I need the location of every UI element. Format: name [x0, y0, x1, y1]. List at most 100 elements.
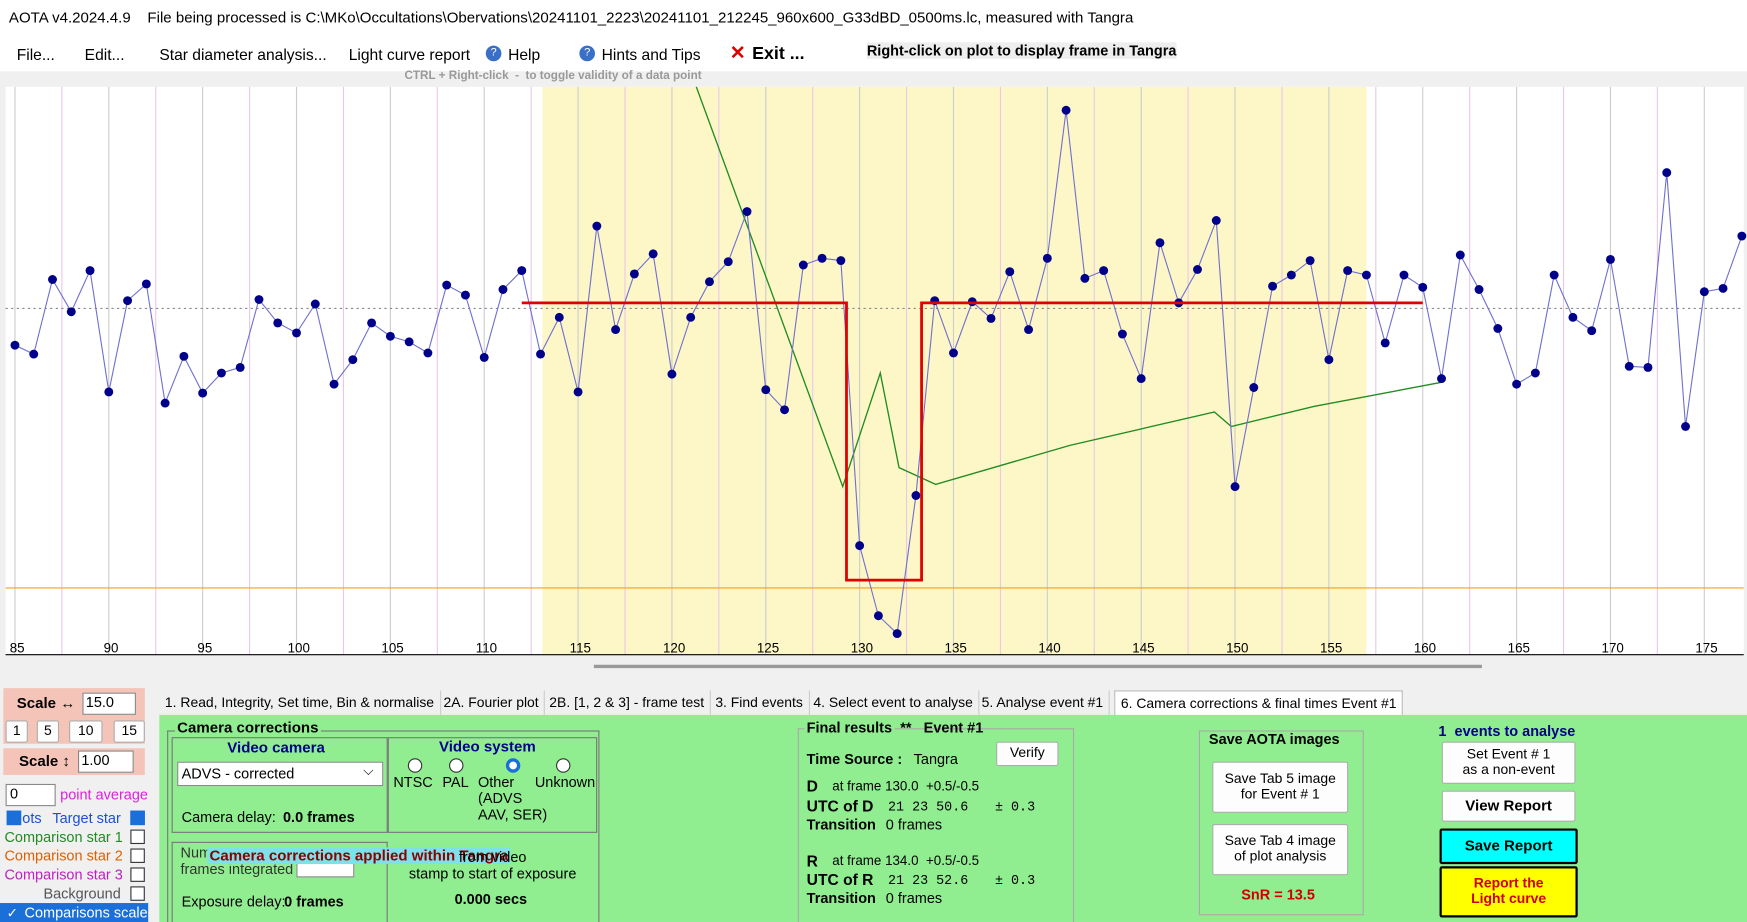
checkbox[interactable]: [130, 829, 145, 845]
x-tick-label: 170: [1602, 641, 1624, 656]
checkbox[interactable]: [130, 810, 145, 826]
data-point: [1662, 168, 1672, 178]
dropdown[interactable]: ADVS - corrected: [177, 761, 384, 787]
spin-input[interactable]: 1.00: [77, 750, 134, 773]
data-point: [986, 314, 996, 323]
label: Comparison star 2: [4, 847, 123, 865]
data-point: [273, 318, 283, 328]
scrollbar[interactable]: [593, 664, 1482, 669]
radio[interactable]: [449, 758, 464, 773]
checkbox[interactable]: [130, 886, 145, 901]
x-tick-label: 125: [757, 641, 779, 656]
x-tick-label: 155: [1320, 641, 1342, 656]
radio[interactable]: [555, 758, 571, 773]
label: Transition: [806, 889, 876, 907]
x-tick-label: 140: [1038, 641, 1060, 656]
radio[interactable]: [407, 758, 423, 773]
value: 0 frames: [885, 889, 943, 907]
data-point: [611, 325, 621, 335]
data-point: [1324, 355, 1334, 365]
data-point: [1530, 368, 1540, 378]
tab[interactable]: 4. Select event to analyse: [808, 690, 980, 715]
data-point: [667, 369, 677, 379]
label: Background: [43, 885, 121, 902]
menu-item[interactable]: Exit ...: [752, 44, 805, 64]
data-point: [348, 355, 358, 365]
group-title: Camera corrections: [174, 719, 321, 737]
tab[interactable]: 6. Camera corrections & final times Even…: [1114, 690, 1404, 716]
radio-label: PAL: [442, 773, 469, 791]
x-tick-label: 165: [1508, 641, 1530, 656]
x-tick-label: 130: [851, 641, 873, 656]
label: R: [806, 851, 818, 870]
button[interactable]: Set Event # 1 as a non-event: [1441, 741, 1576, 784]
help-icon: ?: [579, 45, 595, 62]
menu-item[interactable]: Edit...: [84, 45, 125, 64]
data-point: [1117, 329, 1127, 339]
data-point: [1718, 283, 1728, 293]
data-point: [1230, 482, 1240, 492]
data-point: [498, 285, 508, 294]
data-point: [160, 398, 170, 408]
value: 21 23 52.6: [888, 872, 969, 889]
group-title: Video camera: [227, 739, 325, 757]
tab[interactable]: 3. Find events: [710, 690, 810, 715]
group-title: Save AOTA images: [1208, 730, 1340, 748]
data-point: [629, 269, 639, 279]
selected-row[interactable]: [0, 903, 149, 922]
data-point: [1737, 231, 1747, 241]
button[interactable]: View Report: [1441, 790, 1576, 822]
data-point: [855, 541, 865, 551]
radio[interactable]: [505, 758, 521, 773]
button[interactable]: Save Report: [1439, 828, 1578, 865]
x-tick-label: 145: [1132, 641, 1154, 656]
label: D: [806, 777, 818, 796]
data-point: [836, 256, 846, 266]
data-point: [723, 257, 733, 267]
button[interactable]: 10: [69, 720, 103, 743]
button[interactable]: Save Tab 5 image for Event # 1: [1212, 761, 1349, 813]
button[interactable]: Verify: [996, 741, 1059, 767]
menu-item[interactable]: Light curve report: [348, 45, 471, 64]
button[interactable]: 15: [113, 720, 145, 743]
tab[interactable]: 1. Read, Integrity, Set time, Bin & norm…: [159, 690, 441, 715]
checkbox[interactable]: [6, 810, 22, 826]
menu-item[interactable]: Help: [508, 45, 541, 64]
tab[interactable]: 2B. [1, 2 & 3] - frame test: [544, 690, 711, 715]
x-tick-label: 175: [1695, 641, 1717, 656]
data-point: [404, 337, 414, 347]
data-point: [1568, 312, 1578, 322]
overlay-note: Camera corrections applied within Tangra: [207, 847, 511, 865]
data-point: [1061, 105, 1071, 115]
data-point: [29, 349, 39, 359]
tab[interactable]: 5. Analyse event #1: [976, 690, 1110, 715]
menu-item[interactable]: Hints and Tips: [601, 45, 701, 64]
light-curve-plot[interactable]: 85 90 95 100 105 110 115 120 125 130 135 140 145 150 1…: [0, 72, 1747, 662]
x-tick-label: 150: [1226, 641, 1248, 656]
button[interactable]: Report the Light curve: [1439, 866, 1578, 918]
data-point: [817, 253, 827, 263]
label: Event #1: [923, 719, 984, 737]
dropdown[interactable]: 0: [5, 783, 56, 807]
checkbox[interactable]: [130, 848, 145, 863]
data-point: [254, 295, 264, 304]
button[interactable]: 1: [5, 720, 28, 743]
data-point: [554, 312, 564, 322]
data-point: [292, 328, 301, 338]
menu-item[interactable]: Star diameter analysis...: [159, 45, 327, 64]
label: Camera delay:: [181, 808, 276, 826]
button[interactable]: Save Tab 4 image of plot analysis: [1212, 823, 1349, 876]
data-point: [310, 299, 320, 309]
data-point: [104, 387, 114, 397]
spin-input[interactable]: 15.0: [82, 692, 136, 715]
data-point: [1699, 287, 1709, 297]
menu-item[interactable]: File...: [16, 45, 55, 64]
checkbox[interactable]: [130, 867, 145, 882]
button[interactable]: 5: [36, 720, 60, 743]
data-point: [686, 312, 696, 322]
value: 0 frames: [284, 893, 344, 910]
tab[interactable]: 2A. Fourier plot: [438, 690, 546, 715]
value: 21 23 50.6: [888, 799, 969, 816]
label: 1 events to analyse: [1438, 722, 1576, 740]
